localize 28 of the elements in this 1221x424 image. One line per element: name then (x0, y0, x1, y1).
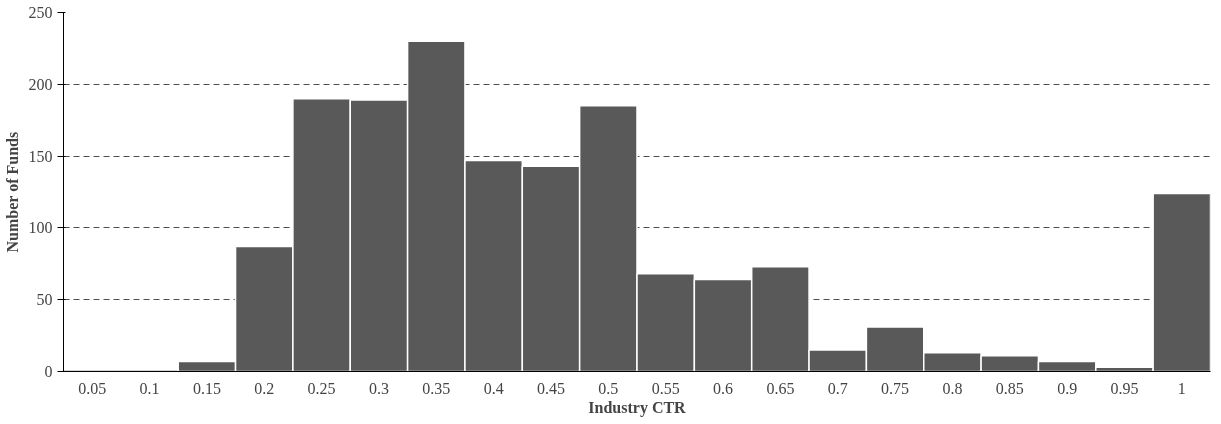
y-tick-label: 250 (28, 4, 53, 21)
x-tick-label: 0.15 (192, 379, 221, 397)
x-tick-label: 0.35 (422, 379, 451, 397)
x-tick-label: 0.75 (881, 379, 910, 397)
y-tick-label: 150 (28, 147, 53, 165)
x-tick-label: 0.9 (1057, 379, 1078, 397)
x-tick-label: 0.6 (713, 379, 734, 397)
x-tick-label: 0.05 (78, 379, 107, 397)
x-tick-label: 0.55 (651, 379, 680, 397)
y-axis-title: Number of Funds (3, 131, 21, 253)
x-tick-label: 0.8 (942, 379, 963, 397)
x-tick-label: 1 (1177, 379, 1186, 397)
x-axis-title: Industry CTR (588, 398, 687, 417)
x-tick-label: 0.1 (139, 379, 160, 397)
y-tick-label: 100 (28, 219, 53, 237)
x-tick-label: 0.95 (1110, 379, 1139, 397)
x-tick-label: 0.25 (307, 379, 336, 397)
y-tick-label: 0 (44, 363, 53, 380)
x-tick-label: 0.45 (536, 379, 565, 397)
x-tick-label: 0.65 (766, 379, 795, 397)
y-tick-label: 50 (36, 291, 53, 309)
x-tick-label: 0.7 (827, 379, 848, 397)
x-tick-label: 0.3 (368, 379, 389, 397)
x-tick-label: 0.2 (254, 379, 275, 397)
x-tick-label: 0.5 (598, 379, 619, 397)
y-tick-label: 200 (28, 75, 53, 93)
x-tick-label: 0.4 (483, 379, 504, 397)
x-tick-label: 0.85 (995, 379, 1024, 397)
